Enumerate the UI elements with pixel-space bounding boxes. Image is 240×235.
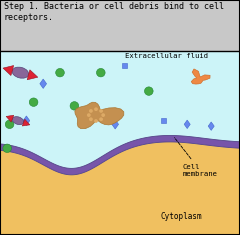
Circle shape [29, 98, 38, 106]
Circle shape [5, 120, 14, 129]
Ellipse shape [12, 67, 29, 78]
Circle shape [56, 68, 64, 77]
Circle shape [144, 87, 153, 95]
Circle shape [94, 119, 98, 123]
Circle shape [3, 144, 12, 153]
Circle shape [89, 109, 93, 113]
Circle shape [99, 109, 103, 113]
Polygon shape [3, 66, 14, 75]
Circle shape [70, 102, 79, 110]
Polygon shape [0, 142, 240, 235]
Text: Cell
membrane: Cell membrane [174, 138, 217, 177]
Polygon shape [208, 122, 214, 130]
Bar [0, 51, 240, 235]
Bar [122, 63, 127, 68]
Circle shape [101, 113, 105, 117]
Polygon shape [0, 135, 240, 175]
Circle shape [99, 117, 103, 121]
Polygon shape [191, 69, 210, 84]
Circle shape [87, 113, 91, 117]
Polygon shape [184, 120, 190, 129]
Circle shape [89, 117, 93, 121]
Bar [161, 118, 166, 123]
Circle shape [94, 107, 98, 111]
Polygon shape [112, 120, 119, 129]
Circle shape [96, 68, 105, 77]
Bar [0, 0, 240, 51]
Polygon shape [22, 119, 30, 126]
Polygon shape [40, 79, 47, 88]
Polygon shape [75, 102, 124, 129]
Polygon shape [23, 116, 30, 125]
Text: Extracellular fluid: Extracellular fluid [125, 53, 208, 59]
Ellipse shape [12, 117, 24, 125]
Polygon shape [27, 70, 38, 80]
Text: Step 1. Bacteria or cell debris bind to cell
receptors.: Step 1. Bacteria or cell debris bind to … [4, 2, 224, 22]
Polygon shape [6, 115, 14, 122]
Text: Cytoplasm: Cytoplasm [161, 212, 202, 221]
